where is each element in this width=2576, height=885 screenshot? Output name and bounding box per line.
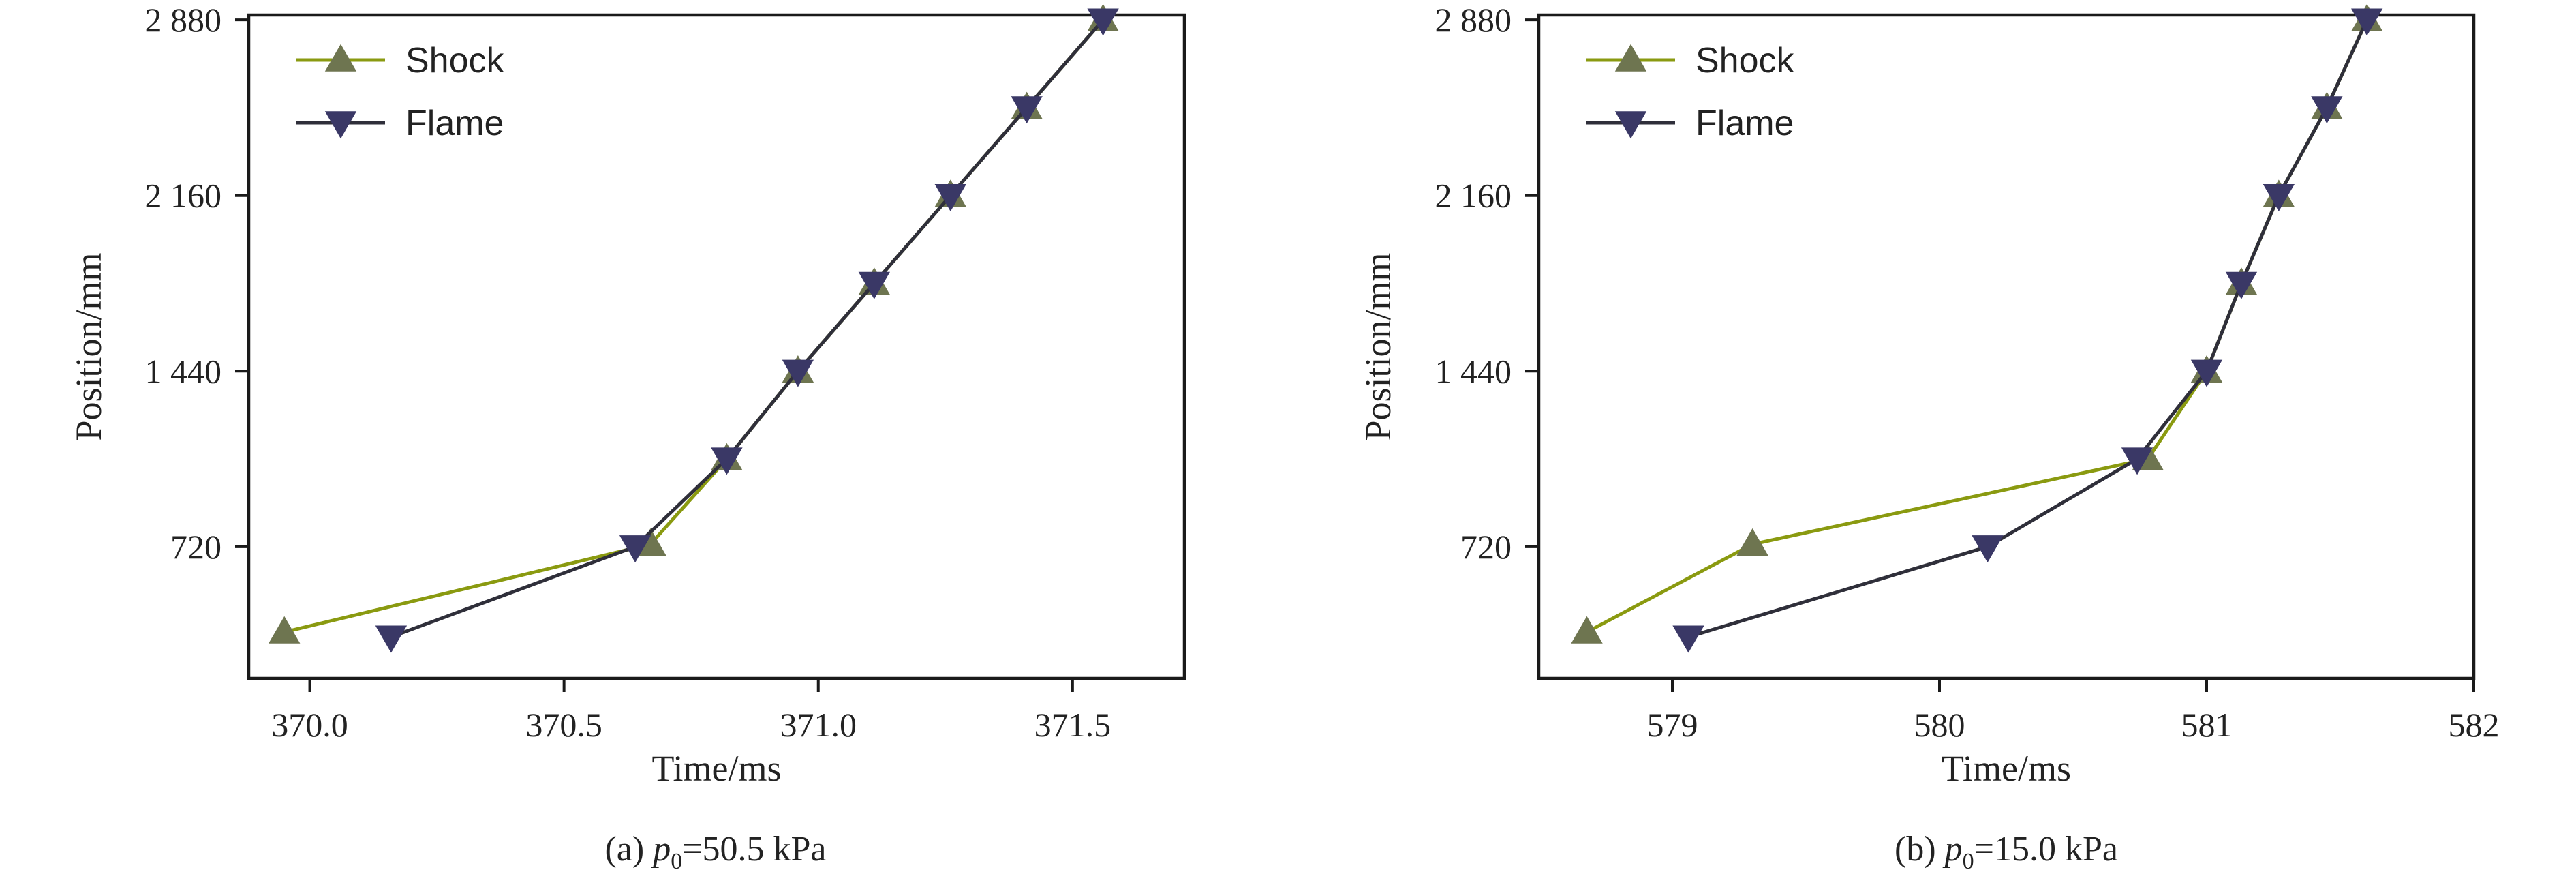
x-tick-label: 370.5 — [525, 706, 602, 744]
y-tick-label: 2 160 — [145, 177, 222, 215]
x-tick-label: 579 — [1647, 706, 1698, 744]
y-tick-label: 2 880 — [145, 1, 222, 39]
data-point-flame — [2190, 359, 2223, 387]
legend-marker-flame — [1614, 111, 1647, 139]
data-point-flame — [934, 184, 966, 212]
y-tick-label: 1 440 — [145, 352, 222, 390]
data-point-flame — [619, 535, 651, 563]
y-axis-title: Position/mm — [1358, 252, 1398, 440]
data-point-flame — [2225, 271, 2258, 299]
legend-label-flame: Flame — [405, 104, 504, 143]
y-axis-title: Position/mm — [68, 252, 109, 440]
chart-panel-a: 370.0 370.5 371.0 371.5 720 1 440 2 160 2 880 Ti… — [68, 1, 1186, 874]
series-line-flame — [390, 18, 1105, 639]
legend-label-shock: Shock — [405, 41, 505, 80]
y-tick-label: 720 — [1460, 528, 1512, 566]
plot-frame — [247, 13, 1186, 680]
chart-panel-b: 579 580 581 582 720 1 440 2 160 2 880 Time/ms Pos… — [1358, 1, 2500, 874]
data-point-flame — [2311, 96, 2343, 124]
x-tick-label: 371.5 — [1034, 706, 1111, 744]
legend-label-flame: Flame — [1696, 104, 1794, 143]
y-tick-label: 2 160 — [1435, 177, 1512, 215]
data-point-flame — [1011, 96, 1043, 124]
y-tick-label: 2 880 — [1435, 1, 1512, 39]
data-point-flame — [1087, 8, 1119, 36]
data-point-flame — [1672, 625, 1704, 653]
x-axis-title: Time/ms — [651, 748, 781, 789]
data-point-shock — [1736, 528, 1768, 556]
x-tick-label: 581 — [2181, 706, 2233, 744]
data-point-shock — [269, 616, 301, 644]
data-point-flame — [1972, 535, 2004, 563]
legend-marker-flame — [324, 111, 357, 139]
x-tick-label: 580 — [1914, 706, 1965, 744]
x-axis-title: Time/ms — [1942, 748, 2071, 789]
plot-frame — [1537, 13, 2476, 680]
data-point-flame — [375, 625, 408, 653]
legend-label-shock: Shock — [1696, 41, 1795, 80]
series-line-flame — [1687, 19, 2369, 639]
legend-marker-shock — [1614, 44, 1647, 72]
y-tick-label: 720 — [170, 528, 221, 566]
data-point-flame — [2121, 447, 2153, 475]
panel-caption: (a) p0=50.5 kPa — [604, 830, 826, 874]
data-point-flame — [711, 447, 743, 475]
data-point-flame — [858, 271, 891, 299]
panel-caption: (b) p0=15.0 kPa — [1895, 830, 2118, 874]
x-tick-label: 582 — [2449, 706, 2500, 744]
data-point-shock — [1571, 616, 1603, 644]
data-point-flame — [782, 359, 814, 387]
x-tick-label: 371.0 — [780, 706, 857, 744]
x-tick-label: 370.0 — [271, 706, 348, 744]
legend-marker-shock — [324, 44, 357, 72]
data-point-flame — [2351, 8, 2383, 36]
data-point-flame — [2263, 184, 2295, 212]
y-tick-label: 1 440 — [1435, 352, 1512, 390]
